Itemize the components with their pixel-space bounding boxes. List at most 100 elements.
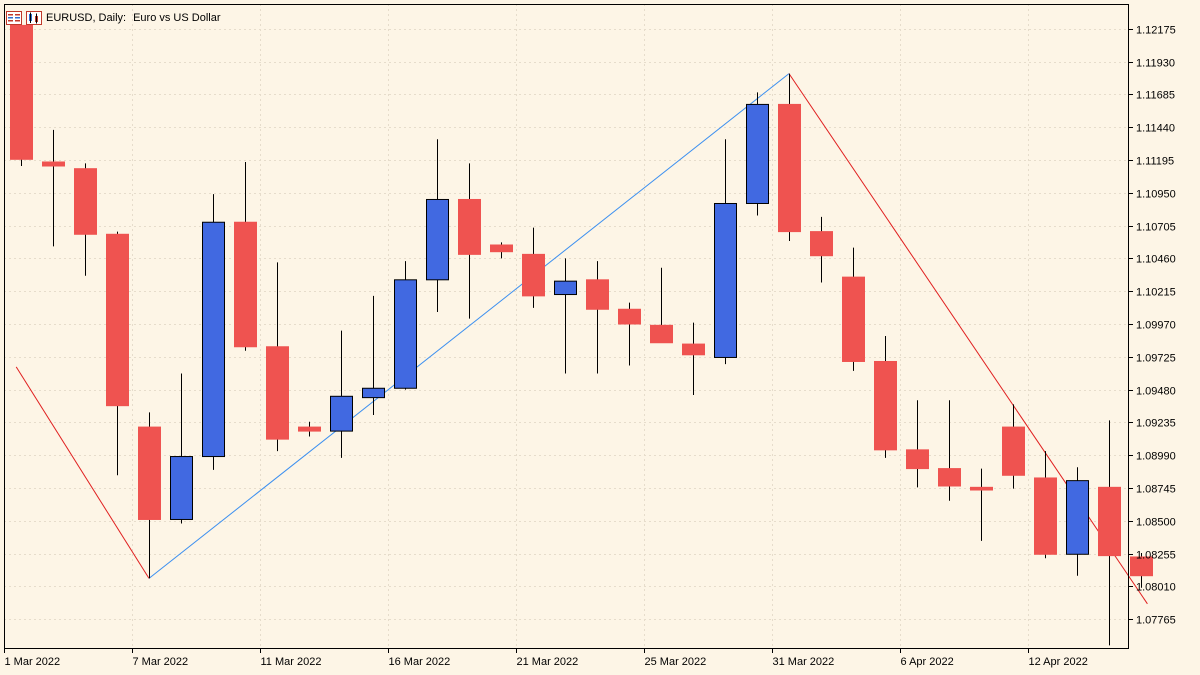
time-tick-label: 12 Apr 2022 [1029,656,1088,668]
candle [874,336,897,458]
price-tick-label: 1.11930 [1136,58,1175,70]
price-axis[interactable]: 1.12175 1.11930 1.11685 1.11440 1.11195 1.109… [1128,25,1176,627]
candle [554,258,577,374]
candle-body-bear [490,244,513,253]
candle [42,129,65,247]
candle [266,262,289,452]
price-tick-label: 1.08010 [1136,582,1176,594]
candle [714,139,737,365]
price-tick-label: 1.12175 [1136,25,1176,37]
candle-body-bear [1034,477,1057,555]
candle-body-bear [522,253,545,297]
time-tick-label: 31 Mar 2022 [773,656,835,668]
time-tick-label: 25 Mar 2022 [645,656,707,668]
candle-body-bull [746,103,769,204]
candle-body-bear [938,468,961,487]
candle [1130,552,1153,588]
price-tick-label: 1.08500 [1136,517,1176,529]
candle [170,373,193,524]
candle [330,330,353,458]
candle [298,421,321,437]
time-tick-label: 7 Mar 2022 [133,656,189,668]
candle-body-bear [458,198,481,255]
candle-body-bull [714,202,737,358]
candle [746,92,769,216]
candle-body-bear [74,168,97,235]
candle [1066,467,1089,576]
candle-body-bear [810,231,833,257]
candle-body-bear [106,233,129,407]
time-tick-label: 6 Apr 2022 [901,656,954,668]
candle-body-bear [778,103,801,233]
candle [74,163,97,276]
candle [682,322,705,395]
candle [650,267,673,344]
price-tick-label: 1.09970 [1136,320,1176,332]
candle [394,261,417,390]
candle-body-bull [394,279,417,389]
time-axis[interactable]: 1 Mar 2022 7 Mar 2022 11 Mar 2022 16 Mar 20… [4,648,1088,668]
symbol-label: EURUSD, Daily: [46,12,127,24]
price-tick-label: 1.10950 [1136,189,1176,201]
candle [1034,451,1057,559]
candle [1098,420,1121,646]
price-tick-label: 1.08255 [1136,550,1176,562]
candle [362,295,385,416]
candle-body-bear [650,324,673,344]
candle [938,400,961,501]
candle-body-bear [906,449,929,470]
plot-border [4,4,1129,649]
time-tick-label: 1 Mar 2022 [5,656,61,668]
price-tick-label: 1.10215 [1136,287,1176,299]
candle [202,194,225,470]
candle [778,73,801,241]
candle [10,18,33,167]
candle-body-bear [10,24,33,160]
candle-body-bull [330,395,353,432]
candle-body-bear [1098,486,1121,557]
candle [426,139,449,312]
candle-body-bear [138,426,161,520]
candle-body-bear [874,360,897,451]
price-tick-label: 1.09480 [1136,386,1176,398]
price-tick-label: 1.11195 [1136,156,1174,168]
candle-body-bear [970,486,993,491]
candle [106,231,129,476]
candle-body-bear [298,426,321,432]
candles-layer [10,18,1153,646]
candle-body-bear [1130,556,1153,577]
chart-type-icon[interactable] [26,11,42,25]
candle-body-bear [842,276,865,362]
candle [234,161,257,351]
candle-body-bull [1066,480,1089,555]
price-tick-label: 1.08990 [1136,451,1176,463]
candle-body-bear [682,343,705,356]
candle-body-bull [426,198,449,281]
time-tick-label: 11 Mar 2022 [261,656,322,668]
candle [970,468,993,541]
candle-body-bull [554,280,577,296]
candle-body-bear [234,221,257,348]
candle [458,163,481,319]
price-tick-label: 1.10705 [1136,222,1176,234]
candle [906,400,929,488]
chart-header: EURUSD, Daily: Euro vs US Dollar [6,9,221,27]
candle-body-bear [618,308,641,325]
price-tick-label: 1.08745 [1136,484,1176,496]
window-list-icon[interactable] [6,11,22,25]
candle-body-bear [1002,426,1025,476]
time-tick-label: 16 Mar 2022 [389,656,451,668]
candle [586,261,609,374]
price-tick-label: 1.10460 [1136,254,1176,266]
candle [618,302,641,366]
zigzag-segment-up [148,73,790,579]
time-tick-label: 21 Mar 2022 [517,656,579,668]
zigzag-segment-down [15,366,150,579]
price-tick-label: 1.11685 [1136,90,1175,102]
candle [810,216,833,283]
candle [842,247,865,371]
candle [522,227,545,308]
